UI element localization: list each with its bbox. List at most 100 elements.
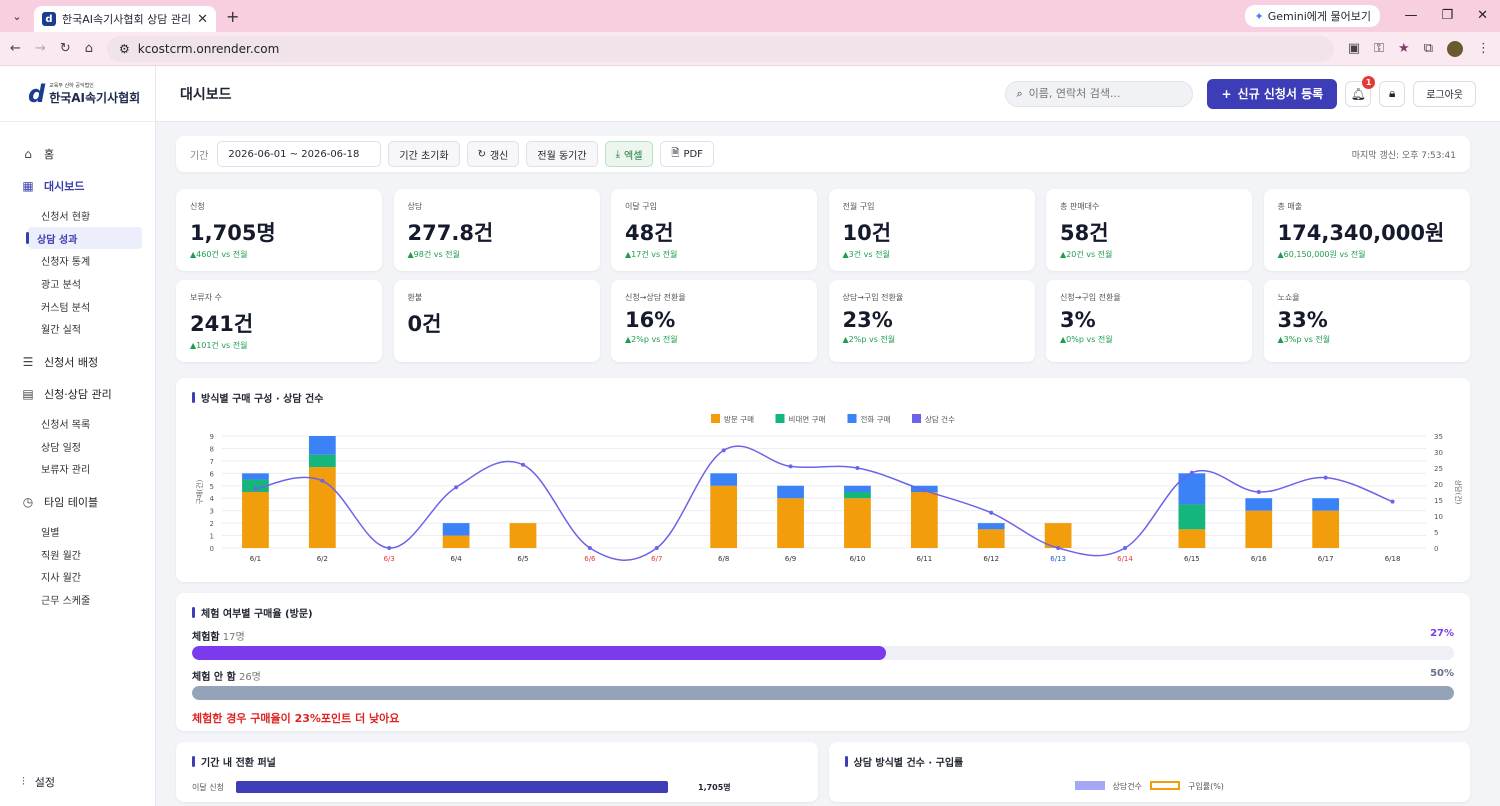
bar-segment — [844, 498, 871, 548]
gemini-button[interactable]: ✦ Gemini에게 물어보기 — [1245, 5, 1380, 27]
kpi-label: 상담→구입 전환율 — [842, 293, 904, 302]
kpi-label: 신청→구입 전환율 — [1060, 293, 1121, 302]
legend-label: 상담 건수 — [925, 414, 955, 424]
consult-point — [788, 464, 793, 469]
funnel-title: 기간 내 전환 퍼널 — [192, 754, 802, 769]
clipboard-icon[interactable]: ▣ — [1347, 41, 1361, 56]
window-controls: — ❐ ✕ — [1404, 8, 1488, 23]
logo[interactable]: d 교육부 산하 공익법인 한국AI속기사협회 — [0, 66, 155, 122]
sidebar-nav: ⌂ 홈 ▦ 대시보드 신청서 현황 상담 성과 신청자 통계 광고 분석 커스텀… — [0, 122, 155, 611]
kpi-delta: ▲60,150,000원 vs 전월 — [1277, 250, 1366, 259]
sidebar-subitem[interactable]: 신청서 목록 — [41, 419, 91, 431]
y-tick-label: 4 — [210, 495, 215, 503]
sidebar-item-assign[interactable]: ☰ 신청서 배정 — [0, 346, 155, 378]
consult-point — [1189, 470, 1194, 475]
funnel-stage-value: 1,705명 — [698, 782, 731, 792]
kpi-label: 신청 — [190, 202, 205, 211]
consult-point — [1123, 546, 1127, 550]
sidebar-subitem[interactable]: 근무 스케줄 — [41, 596, 91, 608]
bar-segment — [977, 529, 1005, 548]
method-card: 상담 방식별 건수 · 구입률 상담건수 구입률(%) — [828, 742, 1470, 802]
prev-period-button[interactable]: 전월 동기간 — [526, 141, 598, 167]
sidebar-item-timetable[interactable]: ◷ 타임 테이블 — [0, 486, 155, 518]
legend-label: 방문 구매 — [724, 414, 754, 424]
site-info-icon[interactable]: ⚙ — [118, 41, 130, 56]
url-field[interactable]: ⚙ kcostcrm.onrender.com — [106, 35, 1334, 62]
consult-point — [1390, 499, 1395, 504]
consult-point — [855, 466, 860, 470]
restore-icon[interactable]: ❐ — [1441, 8, 1454, 23]
profile-avatar[interactable] — [1447, 40, 1463, 57]
legend-swatch — [1074, 781, 1105, 790]
refresh-icon: ↻ — [477, 148, 486, 160]
extensions-icon[interactable]: ⧉ — [1423, 41, 1433, 56]
kpi-delta: ▲101건 vs 전월 — [190, 341, 248, 350]
bar-segment — [308, 436, 336, 455]
sidebar-subitem-active[interactable]: 상담 성과 — [26, 226, 142, 250]
pdf-export-button[interactable]: 🗎 PDF — [660, 141, 714, 167]
sidebar-item-manage[interactable]: ▤ 신청·상담 관리 — [0, 378, 155, 410]
reload-icon[interactable]: ↻ — [59, 41, 71, 56]
address-bar: ← → ↻ ⌂ ⚙ kcostcrm.onrender.com ▣ ⚿ ★ ⧉ … — [0, 32, 1500, 66]
kpi-value: 277.8건 — [407, 221, 494, 245]
x-tick-label: 6/9 — [785, 555, 796, 563]
close-window-icon[interactable]: ✕ — [1477, 8, 1488, 23]
sidebar-subitem[interactable]: 지사 월간 — [41, 573, 81, 585]
sidebar-subitem[interactable]: 커스텀 분석 — [41, 302, 91, 314]
bar-segment — [710, 485, 738, 548]
new-application-button[interactable]: + 신규 신청서 등록 — [1207, 78, 1338, 109]
tab-search-icon[interactable]: ⌄ — [12, 9, 22, 23]
new-tab-icon[interactable]: + — [226, 6, 240, 26]
sidebar-subitem[interactable]: 신청자 통계 — [41, 257, 91, 269]
bookmark-star-icon[interactable]: ★ — [1398, 41, 1410, 56]
date-range-picker[interactable]: 2026-06-01 ~ 2026-06-18 — [217, 141, 382, 167]
search-input[interactable] — [1028, 87, 1179, 100]
sidebar-subitem[interactable]: 월간 실적 — [41, 325, 81, 337]
experience-count: 26명 — [238, 672, 261, 683]
sidebar: d 교육부 산하 공익법인 한국AI속기사협회 ⌂ 홈 ▦ 대시보드 신청서 현… — [0, 66, 156, 806]
sidebar-subitem[interactable]: 직원 월간 — [41, 550, 81, 562]
y-tick-label: 1 — [210, 533, 214, 541]
y2-tick-label: 5 — [1434, 529, 1438, 537]
reset-period-button[interactable]: 기간 초기화 — [388, 141, 460, 167]
kpi-card: 상담 277.8건 ▲98건 vs 전월 — [393, 189, 600, 271]
sidebar-item-home[interactable]: ⌂ 홈 — [0, 138, 155, 170]
kpi-card: 총 판매대수 58건 ▲20건 vs 전월 — [1046, 189, 1252, 271]
browser-tab[interactable]: d 한국AI속기사협회 상담 관리 시스템 ✕ — [34, 6, 216, 32]
experience-label: 체험 안 함 — [192, 672, 236, 683]
sidebar-subitem[interactable]: 일별 — [41, 528, 60, 540]
browser-tab-strip: ⌄ d 한국AI속기사협회 상담 관리 시스템 ✕ + ✦ Gemini에게 물… — [0, 0, 1500, 32]
experience-row-label: 체험 안 함 26명 50% — [192, 668, 1454, 683]
search-box[interactable]: ⌕ — [1005, 80, 1194, 107]
refresh-button[interactable]: ↻ 갱신 — [466, 141, 520, 167]
forward-icon[interactable]: → — [34, 41, 46, 56]
y2-tick-label: 15 — [1434, 497, 1443, 505]
kpi-card: 상담→구입 전환율 23% ▲2%p vs 전월 — [828, 280, 1035, 362]
timetable-submenu: 일별 직원 월간 지사 월간 근무 스케줄 — [0, 520, 155, 611]
kpi-label: 노쇼율 — [1277, 293, 1300, 302]
browser-menu-icon[interactable]: ⋮ — [1477, 41, 1490, 56]
sidebar-subitem[interactable]: 신청서 현황 — [41, 211, 91, 223]
bar-segment — [1245, 510, 1273, 548]
sidebar-item-settings[interactable]: ⫶ 설정 — [22, 774, 55, 790]
y-tick-label: 5 — [210, 483, 214, 491]
minimize-icon[interactable]: — — [1404, 8, 1418, 23]
consult-point — [989, 510, 994, 515]
back-icon[interactable]: ← — [10, 41, 21, 56]
excel-export-button[interactable]: ⤓ 엑셀 — [604, 141, 654, 167]
legend-label: 구입률(%) — [1188, 782, 1224, 791]
lock-button[interactable]: 🔒︎ — [1379, 80, 1406, 107]
sidebar-subitem[interactable]: 광고 분석 — [41, 279, 81, 291]
home-icon[interactable]: ⌂ — [84, 41, 93, 56]
tab-close-icon[interactable]: ✕ — [197, 11, 208, 27]
password-key-icon[interactable]: ⚿ — [1374, 41, 1385, 56]
logout-button[interactable]: 로그아웃 — [1413, 80, 1476, 107]
method-title: 상담 방식별 건수 · 구입률 — [845, 754, 1455, 769]
funnel-stage-label: 이달 신청 — [192, 782, 224, 792]
notification-button[interactable]: 🔔︎ 1 — [1345, 75, 1376, 107]
sidebar-item-dashboard[interactable]: ▦ 대시보드 — [0, 170, 155, 202]
sidebar-subitem[interactable]: 상담 일정 — [41, 442, 81, 454]
bar-segment — [710, 473, 738, 486]
sidebar-subitem[interactable]: 보류자 관리 — [41, 465, 91, 477]
plus-icon: + — [1221, 86, 1232, 101]
